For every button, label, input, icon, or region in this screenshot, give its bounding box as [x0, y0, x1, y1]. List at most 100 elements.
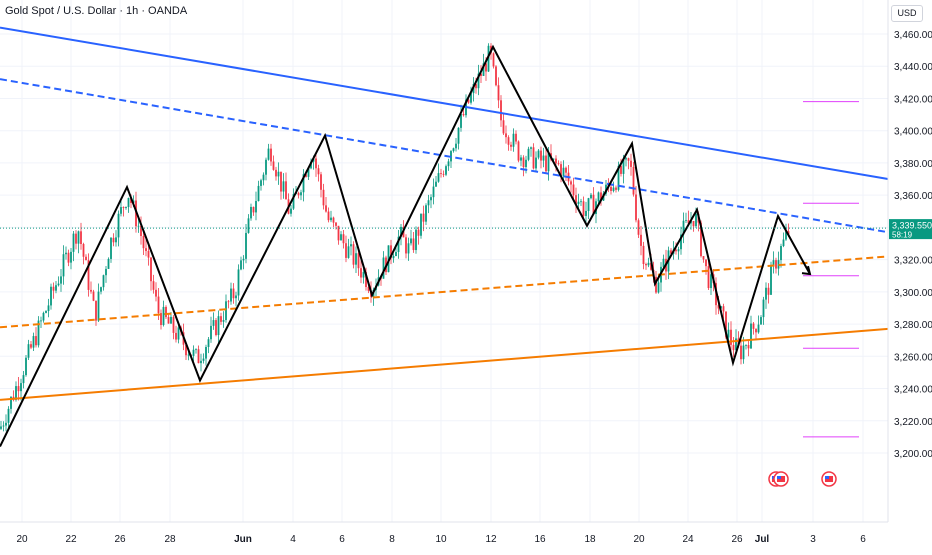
candle-body [392, 256, 395, 259]
y-tick-label: 3,220.000 [894, 417, 932, 428]
candle-body [540, 150, 542, 161]
us-flag-event-icon[interactable] [821, 471, 837, 487]
candle-body [232, 288, 235, 299]
candle-body [680, 234, 682, 250]
x-tick-label: Jun [234, 534, 252, 545]
candle-body [500, 100, 502, 121]
y-tick-label: 3,380.000 [894, 159, 932, 170]
candle-body [325, 205, 327, 212]
candle-body [732, 344, 735, 351]
y-tick-label: 3,440.000 [894, 62, 932, 73]
candle-body [300, 192, 302, 196]
y-tick-label: 3,200.000 [894, 449, 932, 460]
us-flag-event-icon[interactable] [773, 471, 789, 487]
x-tick-label: 18 [584, 534, 596, 545]
candle-body [137, 225, 140, 227]
blue-dashed-trend-line[interactable] [0, 78, 889, 234]
candle-body [770, 266, 772, 295]
candle-body [170, 316, 172, 324]
candle-body [557, 163, 560, 165]
candle-body [40, 320, 42, 322]
zigzag-pattern[interactable] [0, 44, 811, 447]
candle-body [160, 313, 162, 326]
candle-body [452, 148, 455, 152]
candle-body [37, 320, 40, 346]
blue-solid-trend-line[interactable] [0, 26, 889, 181]
candle-body [10, 396, 12, 409]
candle-body [270, 148, 272, 162]
candle-body [720, 306, 722, 309]
candle-body [432, 186, 435, 198]
y-tick-label: 3,420.000 [894, 94, 932, 105]
candle-body [32, 336, 35, 348]
candle-body [497, 85, 500, 101]
candle-body [517, 141, 520, 161]
candle-body [632, 166, 635, 195]
candle-body [30, 344, 32, 348]
candle-body [612, 187, 615, 191]
candle-body [162, 306, 165, 326]
candle-body [280, 171, 282, 192]
candle-body [657, 282, 660, 293]
orange-dashed-trend-line[interactable] [0, 255, 889, 329]
candle-body [717, 305, 720, 309]
candle-body [72, 233, 75, 252]
x-tick-label: 20 [633, 534, 645, 545]
candle-body [62, 254, 65, 277]
candle-body [677, 249, 680, 252]
candle-body [267, 148, 270, 160]
candle-body [352, 244, 355, 265]
candle-body [85, 256, 87, 261]
candle-body [647, 262, 650, 266]
x-tick-label: 16 [534, 534, 546, 545]
candle-body [50, 286, 52, 306]
candle-body [542, 155, 545, 161]
candle-body [25, 357, 27, 376]
x-tick-label: 4 [290, 534, 296, 545]
candle-body [242, 258, 245, 261]
y-tick-label: 3,300.000 [894, 288, 932, 299]
candle-body [772, 260, 775, 267]
candle-body [487, 45, 490, 72]
candle-body [405, 237, 407, 254]
candle-body [675, 249, 677, 252]
candle-body [297, 192, 300, 196]
candle-body [245, 232, 247, 259]
candle-body [202, 358, 205, 361]
candle-body [252, 206, 255, 213]
currency-selector[interactable]: USD [891, 5, 923, 22]
orange-solid-trend-line[interactable] [0, 327, 889, 401]
candle-body [110, 237, 112, 259]
candle-body [560, 164, 562, 177]
candle-body [285, 181, 287, 200]
y-tick-label: 3,280.000 [894, 320, 932, 331]
y-tick-label: 3,260.000 [894, 352, 932, 363]
candle-body [272, 161, 275, 170]
candle-body [530, 147, 532, 149]
candle-body [207, 339, 210, 347]
candle-body [780, 246, 782, 261]
candle-body [625, 158, 627, 160]
candle-body [187, 354, 190, 356]
candle-body [735, 338, 737, 351]
candle-body [167, 317, 170, 324]
candle-body [722, 306, 725, 312]
candle-body [512, 133, 515, 147]
candle-body [650, 262, 652, 270]
candle-body [222, 320, 225, 322]
candle-body [455, 143, 457, 149]
candle-body [555, 158, 557, 164]
candle-body [787, 231, 790, 235]
candle-body [765, 287, 767, 300]
candle-body [725, 311, 727, 338]
candle-body [115, 237, 117, 243]
candle-body [590, 194, 592, 199]
symbol-title[interactable]: Gold Spot / U.S. Dollar · 1h · OANDA [5, 5, 188, 17]
x-tick-label: 24 [682, 534, 694, 545]
x-tick-label: 6 [860, 534, 866, 545]
candle-body [305, 174, 307, 177]
candle-body [100, 287, 102, 292]
candle-body [447, 161, 450, 167]
